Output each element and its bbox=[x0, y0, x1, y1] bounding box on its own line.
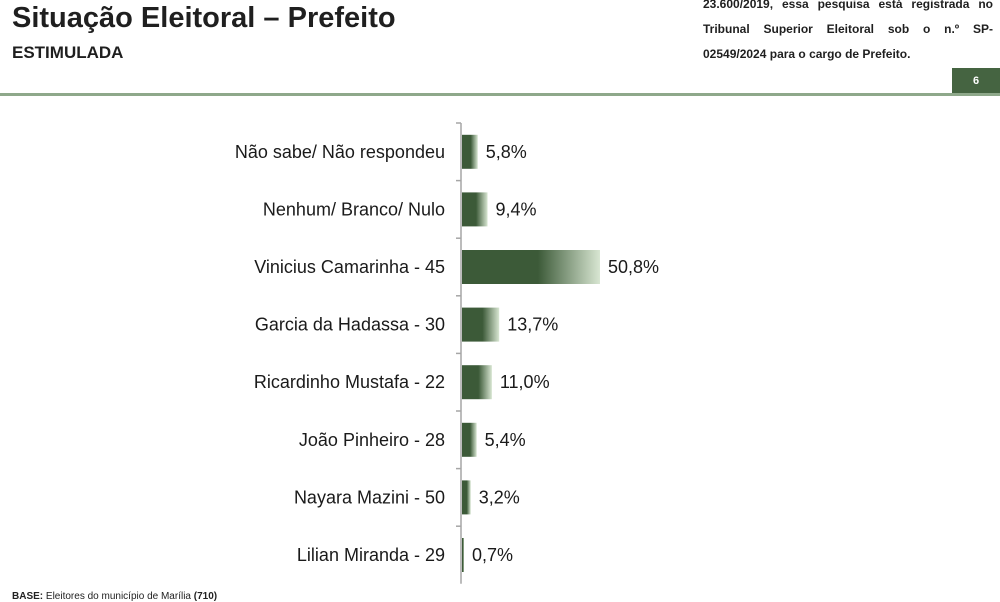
category-label: Não sabe/ Não respondeu bbox=[235, 142, 445, 162]
data-label: 0,7% bbox=[472, 545, 513, 565]
data-label: 50,8% bbox=[608, 257, 659, 277]
bar bbox=[462, 250, 600, 284]
data-label: 13,7% bbox=[507, 315, 558, 335]
bar bbox=[462, 538, 464, 572]
registration-note: 23.600/2019, essa pesquisa está registra… bbox=[703, 0, 993, 61]
category-label: Ricardinho Mustafa - 22 bbox=[254, 372, 445, 392]
bar bbox=[462, 422, 477, 457]
bar bbox=[462, 134, 478, 169]
category-label: João Pinheiro - 28 bbox=[299, 430, 445, 450]
bar bbox=[462, 365, 492, 400]
base-count: (710) bbox=[193, 591, 218, 602]
category-label: Lilian Miranda - 29 bbox=[297, 545, 445, 565]
page-title: Situação Eleitoral – Prefeito bbox=[12, 2, 396, 34]
data-label: 9,4% bbox=[496, 199, 537, 219]
base-footnote: BASE: Eleitores do município de Marília … bbox=[12, 591, 217, 602]
base-text: Eleitores do município de Marília bbox=[45, 591, 191, 602]
data-label: 11,0% bbox=[500, 372, 550, 392]
base-label: BASE: bbox=[12, 591, 44, 602]
category-label: Garcia da Hadassa - 30 bbox=[255, 315, 445, 335]
category-label: Nenhum/ Branco/ Nulo bbox=[263, 199, 445, 219]
data-label: 5,8% bbox=[486, 142, 527, 162]
bar bbox=[462, 307, 500, 342]
page-subtitle: ESTIMULADA bbox=[12, 43, 124, 62]
data-label: 3,2% bbox=[479, 487, 520, 507]
bar bbox=[462, 480, 471, 515]
bar bbox=[462, 192, 488, 227]
category-label: Vinicius Camarinha - 45 bbox=[254, 257, 445, 277]
data-label: 5,4% bbox=[485, 430, 526, 450]
page-number-badge: 6 bbox=[952, 68, 1000, 94]
category-label: Nayara Mazini - 50 bbox=[294, 487, 445, 507]
header-divider bbox=[0, 93, 1000, 96]
